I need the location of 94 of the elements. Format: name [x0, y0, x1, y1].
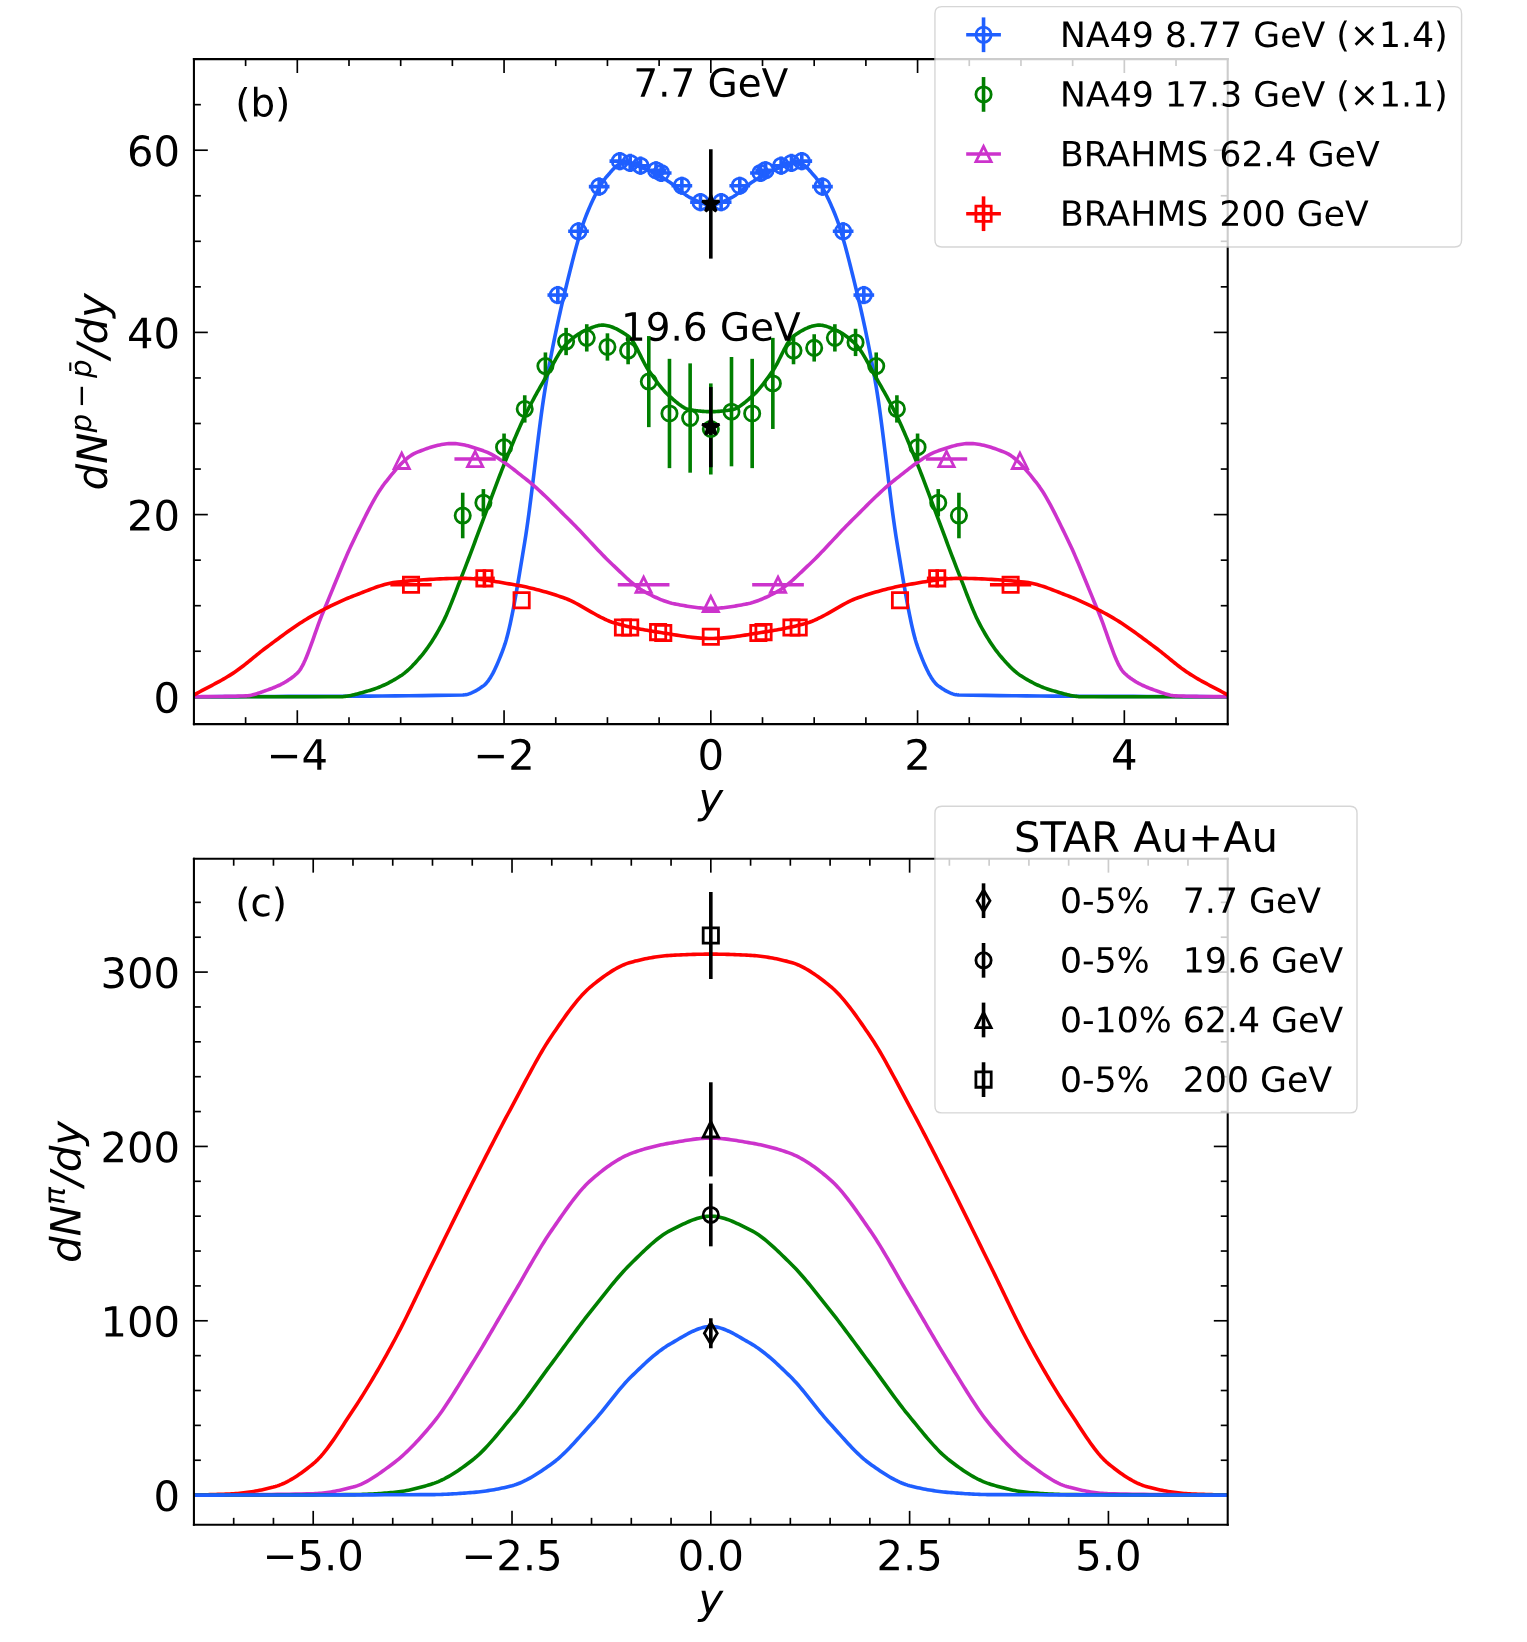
- y-tick-label: 200: [103, 1131, 178, 1163]
- y-tick-label: 20: [130, 499, 178, 532]
- y-tick-label: 60: [129, 135, 178, 167]
- point: [789, 618, 808, 637]
- legend-label: BRAHMS 62.4 GeV: [1063, 140, 1380, 167]
- x-tick-label: 2.5: [879, 1539, 940, 1571]
- point: [813, 177, 832, 196]
- x-tick-label: 0.0: [680, 1539, 742, 1571]
- point: [598, 337, 617, 357]
- annotation: (c): [238, 886, 284, 922]
- point: [887, 399, 906, 418]
- point: [700, 193, 721, 213]
- y-axis-title: dN$^{p−p̄}$/dy: [69, 292, 116, 489]
- legend-label: BRAHMS 200 GeV: [1063, 200, 1369, 227]
- point: [649, 623, 668, 642]
- point: [613, 618, 632, 637]
- y-tick-label: 40: [129, 317, 178, 349]
- point: [639, 372, 658, 391]
- point: [466, 450, 485, 469]
- point: [536, 357, 555, 376]
- point: [621, 618, 640, 637]
- point: [722, 402, 741, 421]
- point: [392, 451, 411, 470]
- legend-label: NA49 8.77 GeV (×1.4): [1063, 20, 1445, 52]
- point: [681, 409, 700, 428]
- point: [590, 177, 609, 196]
- point: [577, 328, 596, 347]
- point: [1010, 451, 1029, 470]
- legend-label: NA49 17.3 GeV (×1.1): [1063, 80, 1445, 112]
- annotation: 19.6 GeV: [625, 311, 801, 342]
- point: [890, 591, 910, 610]
- point: [834, 222, 853, 241]
- point: [805, 338, 824, 357]
- point: [825, 328, 844, 347]
- x-tick-label: −4: [271, 739, 326, 770]
- point: [515, 399, 534, 418]
- point: [652, 163, 671, 183]
- point: [475, 569, 494, 588]
- y-tick-label: 0: [156, 1480, 178, 1512]
- point: [754, 623, 773, 642]
- point: [937, 450, 956, 469]
- point: [908, 438, 927, 457]
- legend-title: STAR Au+Au: [1016, 820, 1275, 853]
- x-tick-label: 4: [1113, 739, 1136, 770]
- point: [763, 374, 782, 393]
- point: [743, 404, 762, 423]
- point: [756, 161, 775, 180]
- x-tick-label: 2: [907, 738, 927, 770]
- point: [1001, 575, 1020, 594]
- legend-label: 0-10% 62.4 GeV: [1062, 1006, 1343, 1033]
- x-tick-label: −5.0: [267, 1539, 362, 1571]
- point: [654, 624, 673, 643]
- point: [701, 594, 720, 613]
- point: [749, 624, 768, 643]
- x-axis-title: y: [697, 789, 724, 822]
- y-tick-label: 0: [156, 681, 178, 714]
- point: [867, 357, 886, 376]
- point: [751, 163, 770, 183]
- point: [401, 575, 421, 594]
- y-tick-label: 300: [103, 957, 178, 989]
- point: [854, 286, 873, 305]
- annotation: 7.7 GeV: [636, 67, 788, 98]
- point: [495, 438, 514, 457]
- point: [619, 341, 638, 360]
- point: [846, 333, 865, 352]
- point: [929, 493, 948, 512]
- point: [768, 575, 788, 594]
- x-tick-label: 0: [700, 738, 722, 771]
- x-tick-label: −2: [477, 738, 531, 770]
- legend-label: 0-5% 19.6 GeV: [1062, 946, 1343, 973]
- point: [512, 591, 531, 610]
- point: [949, 506, 968, 525]
- point: [701, 627, 720, 646]
- legend-label: 0-5% 7.7 GeV: [1062, 887, 1321, 914]
- point: [784, 341, 803, 360]
- point: [660, 404, 679, 423]
- x-tick-label: −2.5: [465, 1539, 559, 1571]
- point: [928, 569, 947, 588]
- point: [647, 161, 666, 180]
- annotation: (b): [238, 86, 287, 122]
- point: [730, 176, 749, 195]
- point: [557, 332, 576, 351]
- point: [548, 286, 567, 305]
- point: [672, 176, 691, 195]
- y-axis-title: dN$^{π}$/dy: [48, 1120, 90, 1261]
- point: [453, 506, 472, 525]
- x-axis-title: y: [697, 1590, 724, 1623]
- point: [782, 618, 801, 637]
- x-tick-label: 5.0: [1078, 1539, 1139, 1571]
- point: [474, 493, 493, 512]
- point: [634, 575, 653, 594]
- legend-label: 0-5% 200 GeV: [1062, 1066, 1332, 1093]
- y-tick-label: 100: [105, 1305, 178, 1338]
- point: [569, 222, 588, 241]
